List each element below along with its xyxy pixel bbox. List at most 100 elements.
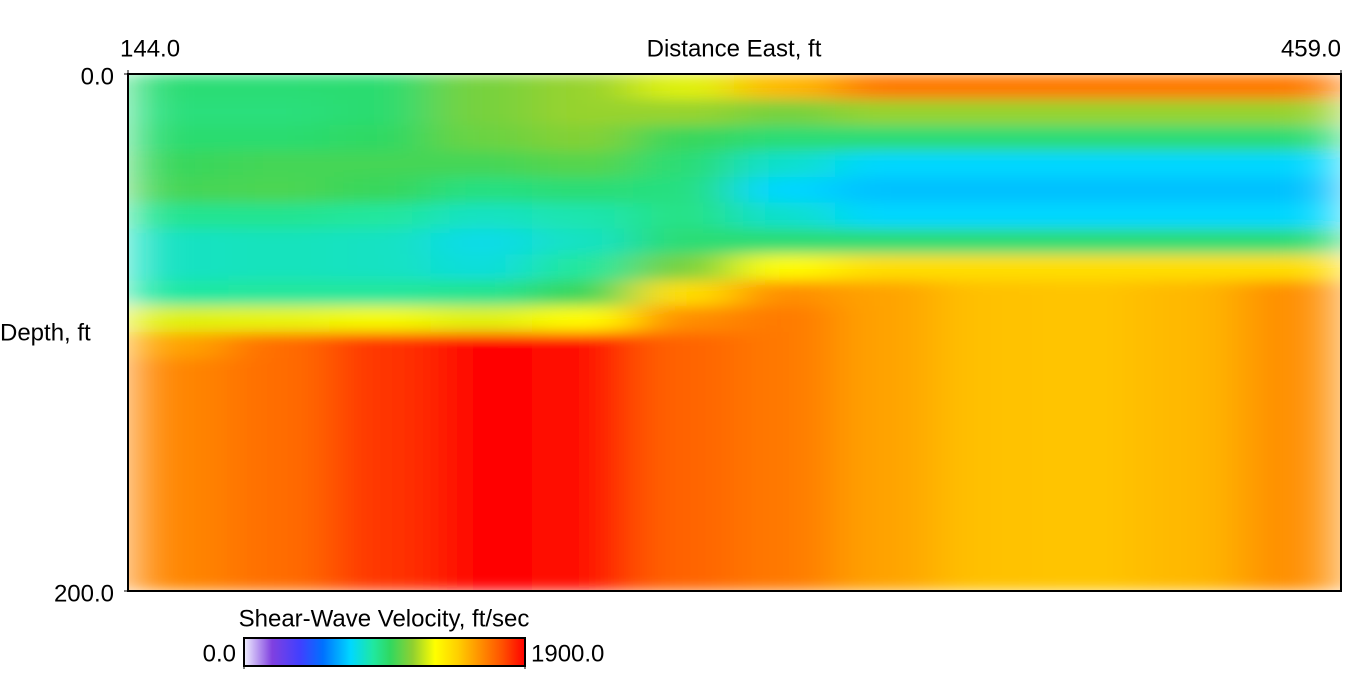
heatmap-cell	[632, 306, 735, 333]
heatmap-cell	[835, 202, 938, 230]
heatmap-cell	[734, 228, 837, 256]
heatmap-cell	[1037, 512, 1140, 540]
heatmap-cell	[1239, 125, 1341, 153]
heatmap-cell	[1037, 564, 1140, 591]
heatmap-cell	[531, 487, 634, 514]
heatmap-cell	[632, 99, 735, 127]
heatmap-cell	[430, 125, 533, 153]
heatmap-cell	[128, 280, 230, 308]
heatmap-cell	[128, 487, 230, 514]
heatmap-cell	[632, 280, 735, 308]
heatmap-cell	[1239, 306, 1341, 333]
heatmap-cell	[329, 228, 432, 256]
heatmap-cell	[329, 280, 432, 308]
heatmap-cell	[1138, 332, 1241, 359]
heatmap-cell	[936, 176, 1039, 204]
plot-frame	[127, 73, 1342, 592]
heatmap-cell	[329, 151, 432, 178]
heatmap-cell	[329, 435, 432, 463]
heatmap-cell	[1239, 99, 1341, 127]
heatmap-cell	[531, 332, 634, 359]
heatmap-cell	[531, 125, 634, 153]
heatmap-cell	[1239, 280, 1341, 308]
heatmap-cell	[1037, 383, 1140, 411]
heatmap-cell	[329, 202, 432, 230]
heatmap-cell	[734, 487, 837, 514]
heatmap-cell	[1239, 332, 1341, 359]
heatmap-cell	[128, 461, 230, 489]
heatmap-cell	[1138, 512, 1241, 540]
heatmap-cell	[936, 357, 1039, 385]
heatmap-cell	[1037, 202, 1140, 230]
heatmap-cell	[632, 564, 735, 591]
heatmap-cell	[632, 125, 735, 153]
heatmap-cell	[128, 383, 230, 411]
heatmap-cell	[531, 435, 634, 463]
y-tick-label: 0.0	[81, 63, 114, 90]
heatmap-cell	[531, 383, 634, 411]
heatmap-cell	[430, 74, 533, 101]
heatmap-cell	[1239, 176, 1341, 204]
heatmap-cell	[936, 151, 1039, 178]
heatmap-cell	[228, 306, 331, 333]
heatmap-cell	[936, 99, 1039, 127]
heatmap-cell	[1037, 306, 1140, 333]
heatmap-cell	[835, 228, 938, 256]
heatmap-cell	[128, 538, 230, 566]
heatmap-cell	[128, 357, 230, 385]
heatmap-cell	[228, 280, 331, 308]
heatmap-cell	[430, 357, 533, 385]
heatmap-cell	[835, 383, 938, 411]
heatmap-cell	[531, 202, 634, 230]
x-tick-label: 459.0	[1281, 35, 1341, 62]
heatmap-cell	[835, 254, 938, 282]
heatmap-cell	[128, 306, 230, 333]
heatmap-cell	[835, 564, 938, 591]
heatmap-cell	[430, 228, 533, 256]
colorbar-tick-label: 1900.0	[531, 640, 604, 667]
heatmap-cell	[734, 176, 837, 204]
heatmap-cell	[329, 254, 432, 282]
heatmap-cell	[128, 254, 230, 282]
heatmap-cell	[430, 254, 533, 282]
heatmap-cell	[936, 383, 1039, 411]
heatmap-cell	[936, 409, 1039, 437]
heatmap-cell	[228, 512, 331, 540]
heatmap-cell	[531, 409, 634, 437]
heatmap-cell	[228, 125, 331, 153]
heatmap-cell	[835, 125, 938, 153]
heatmap-cell	[1138, 176, 1241, 204]
heatmap-cell	[1037, 538, 1140, 566]
heatmap-cell	[1138, 254, 1241, 282]
heatmap-cell	[734, 564, 837, 591]
heatmap-cell	[1138, 74, 1241, 101]
heatmap-cell	[329, 357, 432, 385]
heatmap-cell	[1037, 254, 1140, 282]
heatmap-cell	[1037, 228, 1140, 256]
heatmap-cell	[1037, 176, 1140, 204]
heatmap-cell	[1239, 409, 1341, 437]
x-tick-label: 144.0	[120, 35, 180, 62]
heatmap-cell	[430, 151, 533, 178]
colorbar-title: Shear-Wave Velocity, ft/sec	[239, 605, 530, 632]
heatmap-cell	[228, 74, 331, 101]
heatmap-cell	[936, 487, 1039, 514]
heatmap-cell	[835, 280, 938, 308]
heatmap-cell	[734, 435, 837, 463]
heatmap-cell	[531, 306, 634, 333]
heatmap-cell	[1138, 435, 1241, 463]
heatmap-cell	[1138, 99, 1241, 127]
heatmap-cell	[734, 125, 837, 153]
heatmap-cell	[1138, 125, 1241, 153]
heatmap-cell	[228, 409, 331, 437]
heatmap-cell	[128, 74, 230, 101]
heatmap-cell	[1037, 409, 1140, 437]
heatmap-cell	[1037, 357, 1140, 385]
heatmap-cell	[228, 383, 331, 411]
heatmap-cell	[936, 512, 1039, 540]
heatmap-cell	[936, 74, 1039, 101]
heatmap-cell	[329, 306, 432, 333]
heatmap-cell	[936, 306, 1039, 333]
heatmap-cell	[531, 254, 634, 282]
